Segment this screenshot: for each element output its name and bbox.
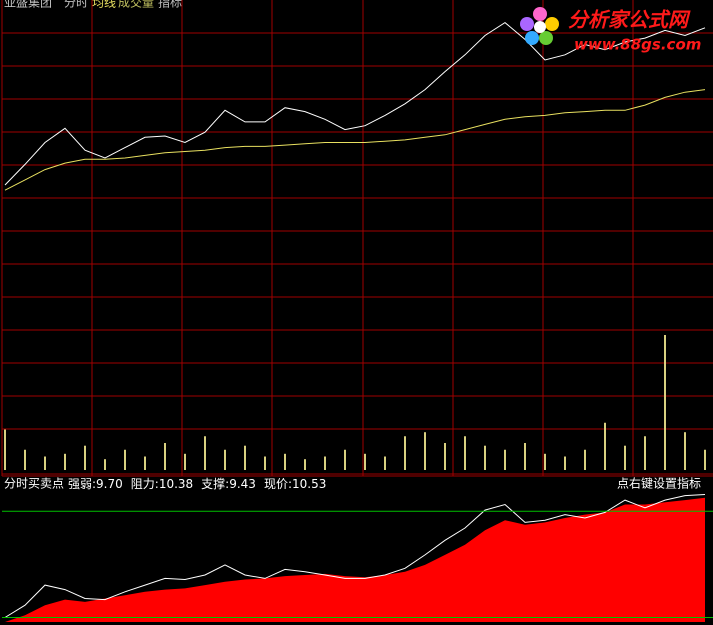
- watermark: 分析家公式网 www.88gs.com: [520, 7, 701, 54]
- legend-name: 现价:: [264, 477, 292, 491]
- tab[interactable]: 均线: [92, 0, 116, 10]
- volume-bar: [164, 443, 166, 470]
- volume-bar: [304, 459, 306, 470]
- grid: [1, 0, 713, 477]
- volume-bar: [564, 456, 566, 470]
- volume-bar: [444, 443, 446, 470]
- volume-bar: [544, 453, 546, 470]
- volume-bar: [504, 449, 506, 470]
- line: [4, 89, 706, 191]
- volume-bar: [664, 335, 666, 470]
- watermark-url: www.88gs.com: [574, 36, 701, 54]
- volume-bar: [384, 456, 386, 470]
- volume-bar: [224, 449, 226, 470]
- legend-name: 支撑:: [201, 476, 229, 491]
- legend-value: 10.53: [292, 477, 326, 491]
- volume-bar: [704, 449, 706, 470]
- volume-bar: [524, 443, 526, 470]
- marks: [2, 21, 713, 622]
- legend-name: 强弱:: [68, 477, 96, 491]
- volume-bar: [644, 436, 646, 470]
- tab[interactable]: 分时: [64, 0, 88, 10]
- volume-bar: [124, 449, 126, 470]
- volume-bar: [144, 456, 146, 470]
- volume-bar: [324, 456, 326, 470]
- volume-bar: [24, 449, 26, 470]
- header: 亚盛集团 分时 均线 成交量 指标: [4, 0, 182, 10]
- tab[interactable]: 成交量: [118, 0, 154, 10]
- volume-bar: [64, 453, 66, 470]
- volume-bar: [84, 445, 86, 470]
- legend-value: 10.38: [159, 477, 193, 491]
- indicator-legend: 强弱:9.70 阻力:10.38 支撑:9.43 现价:10.53: [68, 476, 326, 491]
- line: [4, 21, 706, 186]
- volume-bar: [264, 456, 266, 470]
- stock-name: 亚盛集团: [4, 0, 52, 10]
- line: [4, 494, 706, 618]
- volume-bar: [364, 453, 366, 470]
- volume-bar: [44, 456, 46, 470]
- volume-bar: [184, 453, 186, 470]
- volume-bar: [584, 449, 586, 470]
- legend-name: 阻力:: [131, 477, 159, 491]
- volume-bar: [4, 429, 6, 470]
- volume-bar: [464, 436, 466, 470]
- tab[interactable]: 指标: [158, 0, 182, 10]
- watermark-title: 分析家公式网: [568, 8, 691, 32]
- legend-value: 9.43: [229, 477, 256, 491]
- legend-value: 9.70: [96, 477, 123, 491]
- volume-bar: [404, 436, 406, 470]
- volume-bar: [684, 432, 686, 470]
- volume-bar: [244, 445, 246, 470]
- volume-bar: [424, 432, 426, 470]
- hint: 点右键设置指标: [617, 476, 701, 491]
- volume-bar: [344, 449, 346, 470]
- volume-bar: [484, 445, 486, 470]
- volume-bar: [204, 436, 206, 470]
- volume-bar: [604, 422, 606, 470]
- volume-bar: [284, 453, 286, 470]
- indicator-title: 分时买卖点: [4, 477, 64, 491]
- area: [5, 497, 705, 622]
- volume-bar: [624, 445, 626, 470]
- volume-bar: [104, 459, 106, 470]
